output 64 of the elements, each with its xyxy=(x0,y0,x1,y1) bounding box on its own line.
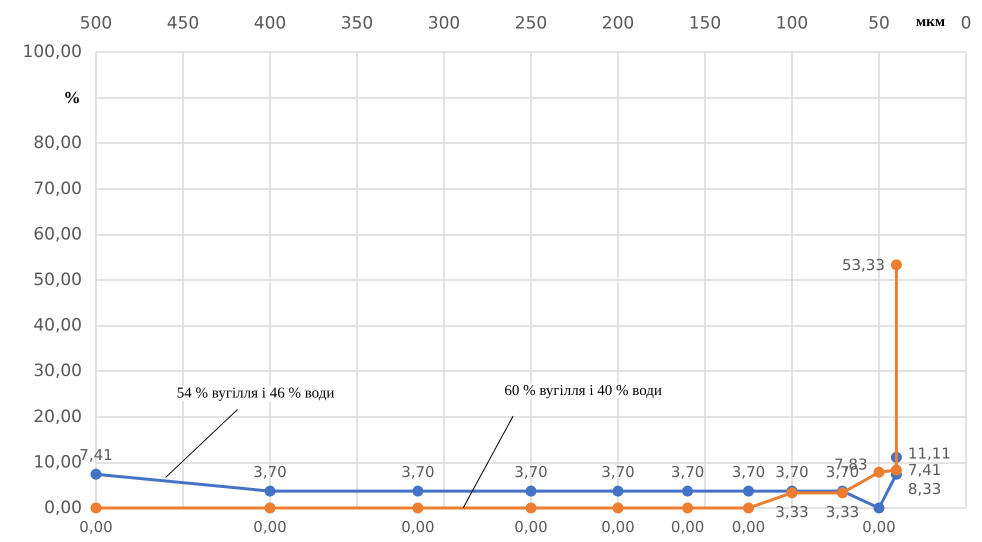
point xyxy=(526,502,536,514)
y-tick-label: 10,00 xyxy=(33,452,82,472)
x-tick-label: 150 xyxy=(688,14,722,34)
data-label: 3,70 xyxy=(775,463,809,482)
data-label: 3,70 xyxy=(601,463,635,482)
data-label: 3,33 xyxy=(826,502,860,521)
point xyxy=(682,502,694,514)
point xyxy=(743,502,754,514)
data-label: 0,00 xyxy=(401,518,435,536)
y-tick-label: 0,00 xyxy=(44,498,82,518)
y-tick-label: 20,00 xyxy=(33,406,82,427)
data-label: 0,00 xyxy=(862,518,896,536)
y-tick-label: 30,00 xyxy=(33,361,82,382)
point xyxy=(264,486,276,497)
y-tick-label: 40,00 xyxy=(33,316,82,336)
data-label: 0,00 xyxy=(514,518,548,536)
y-axis-title: % xyxy=(64,88,80,108)
x-tick-label: 400 xyxy=(254,14,286,34)
y-tick-label: 80,00 xyxy=(33,133,82,154)
data-label: 3,70 xyxy=(401,463,435,482)
point xyxy=(743,486,754,497)
data-label: 11,11 xyxy=(908,444,951,462)
data-label: 3,70 xyxy=(253,463,287,482)
data-label: 0,00 xyxy=(670,518,704,536)
x-tick-label: 350 xyxy=(340,14,374,34)
point xyxy=(682,486,694,497)
data-label: 0,00 xyxy=(601,518,635,536)
point xyxy=(264,502,276,514)
point xyxy=(526,486,536,497)
data-label: 3,70 xyxy=(670,463,704,482)
annotation: 54 % вугілля і 46 % води xyxy=(176,385,334,402)
annotation: 60 % вугілля і 40 % води xyxy=(504,383,662,399)
x-axis-title: мкм xyxy=(916,14,946,30)
x-tick-label: 300 xyxy=(428,14,460,34)
x-tick-label: 100 xyxy=(776,14,808,34)
point xyxy=(890,464,902,476)
data-label: 3,70 xyxy=(732,463,766,482)
data-label: 3,33 xyxy=(775,502,809,521)
point xyxy=(612,486,624,497)
x-tick-label: 500 xyxy=(80,14,112,34)
y-tick-label: 50,00 xyxy=(33,270,82,290)
data-label: 8,33 xyxy=(908,480,942,498)
point xyxy=(90,468,102,480)
data-label: 0,00 xyxy=(79,518,113,536)
y-tick-label: 100,00 xyxy=(22,42,82,62)
point xyxy=(874,466,884,478)
data-label: 3,70 xyxy=(514,463,548,482)
point xyxy=(412,486,424,497)
data-label: 0,00 xyxy=(732,518,766,536)
data-label: 7,41 xyxy=(908,461,942,480)
point xyxy=(90,502,102,514)
data-label: 53,33 xyxy=(842,256,885,274)
point xyxy=(612,502,624,514)
point xyxy=(412,502,424,514)
point xyxy=(874,502,884,514)
x-tick-label: 50 xyxy=(868,14,890,34)
x-tick-label: 200 xyxy=(602,14,634,34)
y-tick-label: 70,00 xyxy=(33,178,82,199)
x-tick-label: 450 xyxy=(166,14,200,34)
point xyxy=(890,259,902,270)
y-tick-label: 60,00 xyxy=(33,224,82,244)
x-tick-label: 250 xyxy=(514,14,548,34)
x-tick-label: 0 xyxy=(960,14,972,34)
data-label: 0,00 xyxy=(253,518,287,536)
